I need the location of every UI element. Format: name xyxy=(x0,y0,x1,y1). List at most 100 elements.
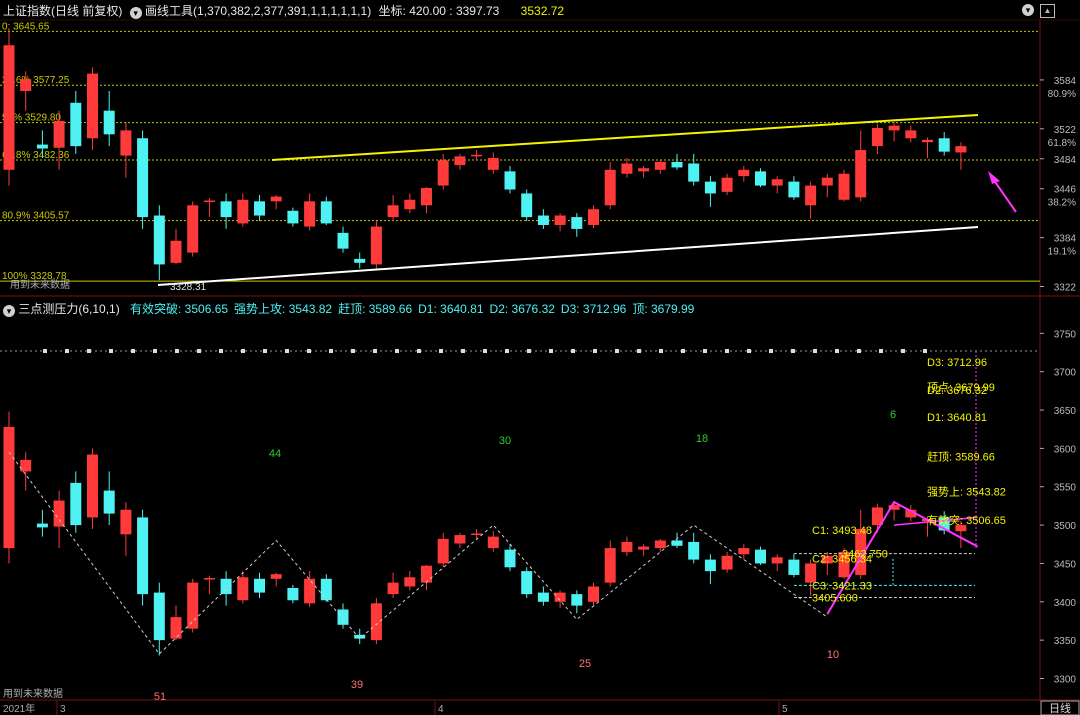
projection-label: 赶顶: 3589.66 xyxy=(927,449,995,463)
price-tick-label: 3550 xyxy=(1054,483,1077,494)
price-tick-label: 3350 xyxy=(1054,636,1077,647)
lower-candle-body xyxy=(270,574,282,579)
projection-bead xyxy=(681,349,685,353)
lower-candle-body xyxy=(738,548,750,555)
drawing-tool-icon[interactable]: ▾ xyxy=(129,7,142,19)
upper-candle-body xyxy=(170,240,182,263)
projection-bead xyxy=(769,349,773,353)
price-tick-label: 3384 xyxy=(1054,234,1077,245)
index-name[interactable]: 上证指数 xyxy=(3,4,52,18)
fib-label: 100% 3328.78 xyxy=(2,271,67,282)
coord-label: 坐标: xyxy=(378,4,406,18)
lower-candle-body xyxy=(20,459,32,472)
upper-candle-body xyxy=(554,215,566,225)
lower-candle-body xyxy=(671,540,683,546)
lower-candle-body xyxy=(688,541,700,560)
lower-candle-body xyxy=(254,578,265,593)
projection-bead xyxy=(813,349,817,353)
wave-count: 51 xyxy=(154,691,166,703)
upper-candle-body xyxy=(955,146,967,153)
projection-label: 顶点: 3679.99 xyxy=(927,381,995,394)
indicator-icon[interactable]: ▾ xyxy=(3,305,15,317)
lower-candle-body xyxy=(704,559,716,572)
window-toggle-icon[interactable]: ▲ xyxy=(1040,4,1055,18)
wave-count: 6 xyxy=(890,409,896,421)
swing-line-2 xyxy=(894,516,978,526)
upper-candle-body xyxy=(87,73,98,139)
projection-bead xyxy=(791,349,795,353)
price-tick-label: 3300 xyxy=(1054,674,1077,685)
upper-candle-body xyxy=(120,130,132,156)
upper-candle-body xyxy=(537,215,549,225)
upper-candle-body xyxy=(588,209,599,225)
projection-bead xyxy=(109,349,113,353)
upper-candle-body xyxy=(404,199,416,210)
lower-candle-body xyxy=(588,586,599,602)
projection-label: D1: 3640.81 xyxy=(927,412,987,424)
projection-bead xyxy=(43,349,47,353)
period-button[interactable] xyxy=(1040,700,1080,715)
upper-candle-body xyxy=(755,171,766,186)
projection-bead xyxy=(153,349,157,353)
upper-candle-body xyxy=(337,232,349,249)
lower-candle-body xyxy=(721,555,733,570)
projection-bead xyxy=(175,349,179,353)
lower-candle-body xyxy=(554,592,566,602)
upper-candle-body xyxy=(287,210,299,224)
projection-bead xyxy=(857,349,861,353)
chart-mode: (日线 前复权) xyxy=(51,4,123,18)
projection-bead xyxy=(219,349,223,353)
upper-candle-body xyxy=(805,185,817,206)
lower-candle-body xyxy=(287,587,299,601)
chart-header: 上证指数(日线 前复权) ▾ 画线工具(1,370,382,2,377,391,… xyxy=(3,3,564,19)
upper-candle-body xyxy=(821,177,833,186)
month-label: 5 xyxy=(782,704,788,715)
channel-upper-line xyxy=(271,114,979,161)
upper-candle-body xyxy=(103,110,115,135)
upper-candle-body xyxy=(738,169,750,177)
drawing-tool-params: (1,370,382,2,377,391,1,1,1,1,1,1) xyxy=(193,4,372,18)
projection-bead xyxy=(549,349,553,353)
wave-count: 25 xyxy=(579,658,591,670)
upper-candle-body xyxy=(838,173,850,200)
projection-bead xyxy=(329,349,333,353)
projection-label: 有效突: 3506.65 xyxy=(927,513,1006,527)
projection-bead xyxy=(87,349,91,353)
lower-candle-body xyxy=(654,540,666,549)
projection-bead xyxy=(725,349,729,353)
fib-label: 80.9% 3405.57 xyxy=(2,211,70,222)
projection-bead xyxy=(923,349,927,353)
projection-bead xyxy=(439,349,443,353)
indicator-title[interactable]: 三点测压力 xyxy=(18,302,79,316)
upper-candle-body xyxy=(270,196,282,202)
stat-item: 赶顶: 3589.66 xyxy=(338,302,413,316)
fib-label: 23.6% 3577.25 xyxy=(2,75,70,86)
price-tick-label: 3484 xyxy=(1054,155,1077,166)
stat-item: D2: 3676.32 xyxy=(489,302,555,316)
lower-candle-body xyxy=(905,509,917,518)
drawing-tool-label[interactable]: 画线工具 xyxy=(145,4,194,18)
current-price: 3532.72 xyxy=(520,4,565,18)
fib-label: 50% 3529.80 xyxy=(2,113,61,124)
lower-candle-body xyxy=(320,578,332,601)
upper-candle-body xyxy=(237,199,249,224)
lower-candle-body xyxy=(387,582,399,595)
projection-bead xyxy=(461,349,465,353)
percent-tick-label: 80.9% xyxy=(1048,89,1076,100)
lower-candle-body xyxy=(888,505,900,510)
lower-candle-body xyxy=(137,517,149,595)
price-tick-label: 3584 xyxy=(1054,76,1077,87)
stat-item: D1: 3640.81 xyxy=(418,302,484,316)
settings-chevron-icon[interactable]: ▾ xyxy=(1022,4,1034,16)
lower-candle-body xyxy=(103,490,115,514)
lower-candle-body xyxy=(354,634,366,639)
upper-candle-body xyxy=(487,157,499,170)
upper-candle-body xyxy=(788,181,800,198)
projection-bead xyxy=(505,349,509,353)
upper-candle-body xyxy=(437,160,449,186)
stat-item: D3: 3712.96 xyxy=(560,302,627,316)
price-tick-label: 3450 xyxy=(1054,559,1077,570)
price-tick-label: 3446 xyxy=(1054,185,1077,196)
upper-candle-body xyxy=(571,217,583,229)
upper-candle-body xyxy=(922,139,933,143)
